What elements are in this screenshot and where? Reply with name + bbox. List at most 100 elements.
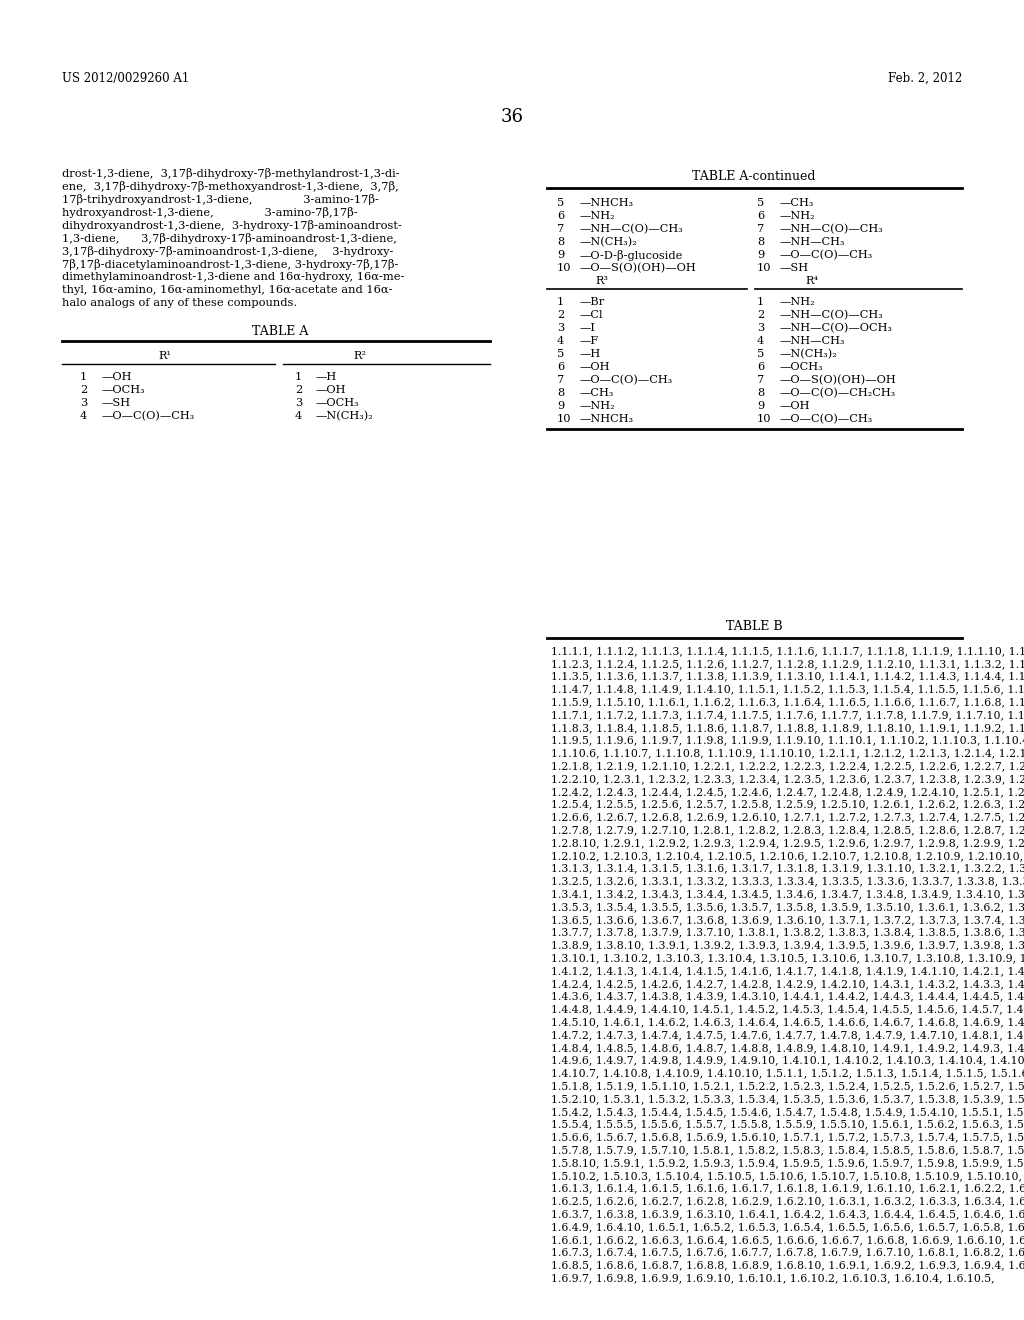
Text: 1.6.3.7, 1.6.3.8, 1.6.3.9, 1.6.3.10, 1.6.4.1, 1.6.4.2, 1.6.4.3, 1.6.4.4, 1.6.4.5: 1.6.3.7, 1.6.3.8, 1.6.3.9, 1.6.3.10, 1.6… [551,1209,1024,1220]
Text: R³: R³ [596,276,608,286]
Text: 1.5.2.10, 1.5.3.1, 1.5.3.2, 1.5.3.3, 1.5.3.4, 1.5.3.5, 1.5.3.6, 1.5.3.7, 1.5.3.8: 1.5.2.10, 1.5.3.1, 1.5.3.2, 1.5.3.3, 1.5… [551,1094,1024,1104]
Text: 1.5.7.8, 1.5.7.9, 1.5.7.10, 1.5.8.1, 1.5.8.2, 1.5.8.3, 1.5.8.4, 1.5.8.5, 1.5.8.6: 1.5.7.8, 1.5.7.9, 1.5.7.10, 1.5.8.1, 1.5… [551,1146,1024,1155]
Text: 1.4.5.10, 1.4.6.1, 1.4.6.2, 1.4.6.3, 1.4.6.4, 1.4.6.5, 1.4.6.6, 1.4.6.7, 1.4.6.8: 1.4.5.10, 1.4.6.1, 1.4.6.2, 1.4.6.3, 1.4… [551,1018,1024,1027]
Text: 1.3.8.9, 1.3.8.10, 1.3.9.1, 1.3.9.2, 1.3.9.3, 1.3.9.4, 1.3.9.5, 1.3.9.6, 1.3.9.7: 1.3.8.9, 1.3.8.10, 1.3.9.1, 1.3.9.2, 1.3… [551,940,1024,950]
Text: 8: 8 [557,238,564,247]
Text: 5: 5 [557,348,564,359]
Text: 1.4.8.4, 1.4.8.5, 1.4.8.6, 1.4.8.7, 1.4.8.8, 1.4.8.9, 1.4.8.10, 1.4.9.1, 1.4.9.2: 1.4.8.4, 1.4.8.5, 1.4.8.6, 1.4.8.7, 1.4.… [551,1043,1024,1053]
Text: 1.4.10.7, 1.4.10.8, 1.4.10.9, 1.4.10.10, 1.5.1.1, 1.5.1.2, 1.5.1.3, 1.5.1.4, 1.5: 1.4.10.7, 1.4.10.8, 1.4.10.9, 1.4.10.10,… [551,1068,1024,1078]
Text: 1.3.5.3, 1.3.5.4, 1.3.5.5, 1.3.5.6, 1.3.5.7, 1.3.5.8, 1.3.5.9, 1.3.5.10, 1.3.6.1: 1.3.5.3, 1.3.5.4, 1.3.5.5, 1.3.5.6, 1.3.… [551,902,1024,912]
Text: 1.3.7.7, 1.3.7.8, 1.3.7.9, 1.3.7.10, 1.3.8.1, 1.3.8.2, 1.3.8.3, 1.3.8.4, 1.3.8.5: 1.3.7.7, 1.3.7.8, 1.3.7.9, 1.3.7.10, 1.3… [551,928,1024,937]
Text: 1,3-diene,      3,7β-dihydroxy-17β-aminoandrost-1,3-diene,: 1,3-diene, 3,7β-dihydroxy-17β-aminoandro… [62,234,397,244]
Text: 1.6.4.9, 1.6.4.10, 1.6.5.1, 1.6.5.2, 1.6.5.3, 1.6.5.4, 1.6.5.5, 1.6.5.6, 1.6.5.7: 1.6.4.9, 1.6.4.10, 1.6.5.1, 1.6.5.2, 1.6… [551,1222,1024,1232]
Text: 8: 8 [757,388,764,399]
Text: 1.3.10.1, 1.3.10.2, 1.3.10.3, 1.3.10.4, 1.3.10.5, 1.3.10.6, 1.3.10.7, 1.3.10.8, : 1.3.10.1, 1.3.10.2, 1.3.10.3, 1.3.10.4, … [551,953,1024,964]
Text: 1.2.5.4, 1.2.5.5, 1.2.5.6, 1.2.5.7, 1.2.5.8, 1.2.5.9, 1.2.5.10, 1.2.6.1, 1.2.6.2: 1.2.5.4, 1.2.5.5, 1.2.5.6, 1.2.5.7, 1.2.… [551,800,1024,809]
Text: 1.3.4.1, 1.3.4.2, 1.3.4.3, 1.3.4.4, 1.3.4.5, 1.3.4.6, 1.3.4.7, 1.3.4.8, 1.3.4.9,: 1.3.4.1, 1.3.4.2, 1.3.4.3, 1.3.4.4, 1.3.… [551,890,1024,899]
Text: 2: 2 [757,310,764,319]
Text: 1.4.2.4, 1.4.2.5, 1.4.2.6, 1.4.2.7, 1.4.2.8, 1.4.2.9, 1.4.2.10, 1.4.3.1, 1.4.3.2: 1.4.2.4, 1.4.2.5, 1.4.2.6, 1.4.2.7, 1.4.… [551,979,1024,989]
Text: 3: 3 [757,323,764,333]
Text: —O—S(O)(OH)—OH: —O—S(O)(OH)—OH [779,375,896,385]
Text: 4: 4 [80,411,87,421]
Text: 1.1.3.5, 1.1.3.6, 1.1.3.7, 1.1.3.8, 1.1.3.9, 1.1.3.10, 1.1.4.1, 1.1.4.2, 1.1.4.3: 1.1.3.5, 1.1.3.6, 1.1.3.7, 1.1.3.8, 1.1.… [551,672,1024,681]
Text: 1.1.10.6, 1.1.10.7, 1.1.10.8, 1.1.10.9, 1.1.10.10, 1.2.1.1, 1.2.1.2, 1.2.1.3, 1.: 1.1.10.6, 1.1.10.7, 1.1.10.8, 1.1.10.9, … [551,748,1024,759]
Text: US 2012/0029260 A1: US 2012/0029260 A1 [62,73,189,84]
Text: —I: —I [579,323,595,333]
Text: 1.2.10.2, 1.2.10.3, 1.2.10.4, 1.2.10.5, 1.2.10.6, 1.2.10.7, 1.2.10.8, 1.2.10.9, : 1.2.10.2, 1.2.10.3, 1.2.10.4, 1.2.10.5, … [551,851,1024,861]
Text: 4: 4 [557,337,564,346]
Text: 1: 1 [80,372,87,381]
Text: 1.1.7.1, 1.1.7.2, 1.1.7.3, 1.1.7.4, 1.1.7.5, 1.1.7.6, 1.1.7.7, 1.1.7.8, 1.1.7.9,: 1.1.7.1, 1.1.7.2, 1.1.7.3, 1.1.7.4, 1.1.… [551,710,1024,719]
Text: 1: 1 [757,297,764,308]
Text: 1.2.8.10, 1.2.9.1, 1.2.9.2, 1.2.9.3, 1.2.9.4, 1.2.9.5, 1.2.9.6, 1.2.9.7, 1.2.9.8: 1.2.8.10, 1.2.9.1, 1.2.9.2, 1.2.9.3, 1.2… [551,838,1024,847]
Text: R²: R² [353,351,367,360]
Text: 1.1.4.7, 1.1.4.8, 1.1.4.9, 1.1.4.10, 1.1.5.1, 1.1.5.2, 1.1.5.3, 1.1.5.4, 1.1.5.5: 1.1.4.7, 1.1.4.8, 1.1.4.9, 1.1.4.10, 1.1… [551,684,1024,694]
Text: 1.4.1.2, 1.4.1.3, 1.4.1.4, 1.4.1.5, 1.4.1.6, 1.4.1.7, 1.4.1.8, 1.4.1.9, 1.4.1.10: 1.4.1.2, 1.4.1.3, 1.4.1.4, 1.4.1.5, 1.4.… [551,966,1024,975]
Text: 1.5.10.2, 1.5.10.3, 1.5.10.4, 1.5.10.5, 1.5.10.6, 1.5.10.7, 1.5.10.8, 1.5.10.9, : 1.5.10.2, 1.5.10.3, 1.5.10.4, 1.5.10.5, … [551,1171,1024,1181]
Text: —NH—CH₃: —NH—CH₃ [779,337,845,346]
Text: 3,17β-dihydroxy-7β-aminoandrost-1,3-diene,    3-hydroxy-: 3,17β-dihydroxy-7β-aminoandrost-1,3-dien… [62,246,393,257]
Text: —NH₂: —NH₂ [779,211,815,220]
Text: —CH₃: —CH₃ [579,388,613,399]
Text: 6: 6 [557,362,564,372]
Text: —OH: —OH [579,362,609,372]
Text: 9: 9 [557,401,564,411]
Text: 2: 2 [557,310,564,319]
Text: 6: 6 [557,211,564,220]
Text: —O—C(O)—CH₃: —O—C(O)—CH₃ [779,414,872,424]
Text: 2: 2 [80,385,87,395]
Text: Feb. 2, 2012: Feb. 2, 2012 [888,73,962,84]
Text: 1.6.9.7, 1.6.9.8, 1.6.9.9, 1.6.9.10, 1.6.10.1, 1.6.10.2, 1.6.10.3, 1.6.10.4, 1.6: 1.6.9.7, 1.6.9.8, 1.6.9.9, 1.6.9.10, 1.6… [551,1274,994,1283]
Text: 1.6.2.5, 1.6.2.6, 1.6.2.7, 1.6.2.8, 1.6.2.9, 1.6.2.10, 1.6.3.1, 1.6.3.2, 1.6.3.3: 1.6.2.5, 1.6.2.6, 1.6.2.7, 1.6.2.8, 1.6.… [551,1196,1024,1206]
Text: 1.3.2.5, 1.3.2.6, 1.3.3.1, 1.3.3.2, 1.3.3.3, 1.3.3.4, 1.3.3.5, 1.3.3.6, 1.3.3.7,: 1.3.2.5, 1.3.2.6, 1.3.3.1, 1.3.3.2, 1.3.… [551,876,1024,887]
Text: 10: 10 [757,263,771,273]
Text: 1.1.2.3, 1.1.2.4, 1.1.2.5, 1.1.2.6, 1.1.2.7, 1.1.2.8, 1.1.2.9, 1.1.2.10, 1.1.3.1: 1.1.2.3, 1.1.2.4, 1.1.2.5, 1.1.2.6, 1.1.… [551,659,1024,669]
Text: 1.5.5.4, 1.5.5.5, 1.5.5.6, 1.5.5.7, 1.5.5.8, 1.5.5.9, 1.5.5.10, 1.5.6.1, 1.5.6.2: 1.5.5.4, 1.5.5.5, 1.5.5.6, 1.5.5.7, 1.5.… [551,1119,1024,1130]
Text: 1.3.6.5, 1.3.6.6, 1.3.6.7, 1.3.6.8, 1.3.6.9, 1.3.6.10, 1.3.7.1, 1.3.7.2, 1.3.7.3: 1.3.6.5, 1.3.6.6, 1.3.6.7, 1.3.6.8, 1.3.… [551,915,1024,925]
Text: —NH₂: —NH₂ [579,401,614,411]
Text: —NH—C(O)—CH₃: —NH—C(O)—CH₃ [579,224,683,235]
Text: —NHCH₃: —NHCH₃ [579,414,633,424]
Text: —NH₂: —NH₂ [779,297,815,308]
Text: 7: 7 [757,224,764,234]
Text: R¹: R¹ [159,351,171,360]
Text: halo analogs of any of these compounds.: halo analogs of any of these compounds. [62,298,297,308]
Text: 1.2.6.6, 1.2.6.7, 1.2.6.8, 1.2.6.9, 1.2.6.10, 1.2.7.1, 1.2.7.2, 1.2.7.3, 1.2.7.4: 1.2.6.6, 1.2.6.7, 1.2.6.8, 1.2.6.9, 1.2.… [551,812,1024,822]
Text: R⁴: R⁴ [806,276,818,286]
Text: —SH: —SH [779,263,808,273]
Text: 7: 7 [557,375,564,385]
Text: TABLE B: TABLE B [726,620,782,634]
Text: 7β,17β-diacetylaminoandrost-1,3-diene, 3-hydroxy-7β,17β-: 7β,17β-diacetylaminoandrost-1,3-diene, 3… [62,259,398,271]
Text: 9: 9 [557,249,564,260]
Text: 1.6.6.1, 1.6.6.2, 1.6.6.3, 1.6.6.4, 1.6.6.5, 1.6.6.6, 1.6.6.7, 1.6.6.8, 1.6.6.9,: 1.6.6.1, 1.6.6.2, 1.6.6.3, 1.6.6.4, 1.6.… [551,1234,1024,1245]
Text: —OCH₃: —OCH₃ [102,385,145,395]
Text: hydroxyandrost-1,3-diene,              3-amino-7β,17β-: hydroxyandrost-1,3-diene, 3-amino-7β,17β… [62,207,357,218]
Text: 7: 7 [557,224,564,234]
Text: dimethylaminoandrost-1,3-diene and 16α-hydroxy, 16α-me-: dimethylaminoandrost-1,3-diene and 16α-h… [62,272,404,282]
Text: 8: 8 [757,238,764,247]
Text: 10: 10 [757,414,771,424]
Text: 17β-trihydroxyandrost-1,3-diene,              3-amino-17β-: 17β-trihydroxyandrost-1,3-diene, 3-amino… [62,194,379,205]
Text: 1.4.3.6, 1.4.3.7, 1.4.3.8, 1.4.3.9, 1.4.3.10, 1.4.4.1, 1.4.4.2, 1.4.4.3, 1.4.4.4: 1.4.3.6, 1.4.3.7, 1.4.3.8, 1.4.3.9, 1.4.… [551,991,1024,1002]
Text: —NH—C(O)—CH₃: —NH—C(O)—CH₃ [779,224,883,235]
Text: 1.4.9.6, 1.4.9.7, 1.4.9.8, 1.4.9.9, 1.4.9.10, 1.4.10.1, 1.4.10.2, 1.4.10.3, 1.4.: 1.4.9.6, 1.4.9.7, 1.4.9.8, 1.4.9.9, 1.4.… [551,1056,1024,1065]
Text: 6: 6 [757,362,764,372]
Text: 6: 6 [757,211,764,220]
Text: 1: 1 [557,297,564,308]
Text: —Cl: —Cl [579,310,602,319]
Text: —OH: —OH [102,372,132,381]
Text: TABLE A: TABLE A [252,325,308,338]
Text: —H: —H [579,348,600,359]
Text: —F: —F [579,337,598,346]
Text: —SH: —SH [102,399,131,408]
Text: 1: 1 [295,372,302,381]
Text: —O—C(O)—CH₃: —O—C(O)—CH₃ [779,249,872,260]
Text: 7: 7 [757,375,764,385]
Text: 10: 10 [557,414,571,424]
Text: 1.5.8.10, 1.5.9.1, 1.5.9.2, 1.5.9.3, 1.5.9.4, 1.5.9.5, 1.5.9.6, 1.5.9.7, 1.5.9.8: 1.5.8.10, 1.5.9.1, 1.5.9.2, 1.5.9.3, 1.5… [551,1158,1024,1168]
Text: 10: 10 [557,263,571,273]
Text: 5: 5 [757,348,764,359]
Text: 1.1.8.3, 1.1.8.4, 1.1.8.5, 1.1.8.6, 1.1.8.7, 1.1.8.8, 1.1.8.9, 1.1.8.10, 1.1.9.1: 1.1.8.3, 1.1.8.4, 1.1.8.5, 1.1.8.6, 1.1.… [551,723,1024,733]
Text: —OCH₃: —OCH₃ [779,362,822,372]
Text: 3: 3 [557,323,564,333]
